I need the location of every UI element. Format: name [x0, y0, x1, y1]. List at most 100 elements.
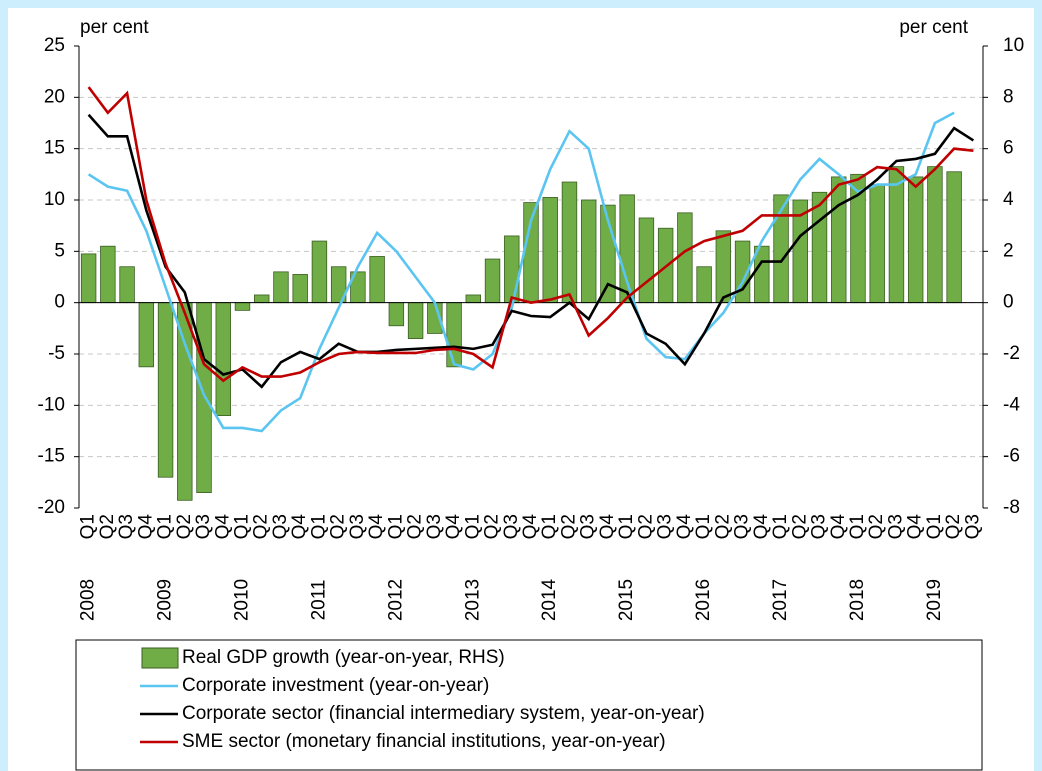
x-tick-label: Q3	[962, 514, 983, 539]
x-tick-label: Q1	[78, 514, 99, 539]
legend-label: Corporate sector (financial intermediary…	[182, 703, 705, 724]
year-label: 2010	[232, 579, 253, 621]
bar	[273, 271, 289, 304]
legend-swatch	[141, 647, 179, 669]
bar	[580, 199, 597, 304]
bar	[504, 235, 520, 304]
y-tick-label: -15	[38, 446, 65, 467]
x-tick-label: Q4	[597, 514, 618, 540]
y2-tick-label: 2	[1003, 240, 1014, 261]
bar	[542, 197, 558, 304]
y2-tick-label: -4	[1003, 394, 1020, 415]
bar	[369, 256, 385, 304]
y-tick-label: -10	[38, 394, 65, 415]
bar	[888, 166, 905, 304]
bar	[831, 176, 847, 304]
y-tick-label: 15	[44, 138, 65, 159]
year-label: 2018	[847, 579, 868, 621]
y2-tick-label: 6	[1003, 138, 1014, 159]
y2-tick-label: 4	[1003, 189, 1014, 210]
x-tick-label: Q3	[270, 514, 291, 539]
x-tick-label: Q1	[462, 514, 483, 539]
x-tick-label: Q3	[501, 514, 522, 539]
y2-tick-label: 10	[1003, 35, 1024, 56]
y-tick-label: 5	[54, 240, 65, 261]
bar	[638, 217, 655, 304]
x-tick-label: Q1	[770, 514, 791, 539]
x-tick-label: Q3	[424, 514, 445, 539]
x-tick-label: Q4	[443, 514, 464, 540]
bar	[907, 176, 924, 304]
year-label: 2014	[539, 578, 560, 621]
bar	[619, 194, 635, 304]
year-label: 2012	[385, 579, 406, 621]
year-label: 2017	[770, 579, 791, 621]
x-tick-label: Q3	[732, 514, 753, 539]
x-tick-label: Q1	[616, 514, 637, 539]
legend-label: Real GDP growth (year-on-year, RHS)	[182, 647, 505, 668]
x-tick-label: Q3	[885, 514, 906, 539]
y2-tick-label: -2	[1003, 343, 1020, 364]
x-tick-label: Q4	[674, 514, 695, 540]
x-tick-label: Q3	[116, 514, 137, 539]
x-tick-label: Q2	[405, 514, 426, 539]
y2-tick-label: 8	[1003, 86, 1014, 107]
x-tick-label: Q1	[385, 514, 406, 539]
bar	[946, 171, 962, 304]
bar	[677, 212, 693, 304]
x-tick-label: Q3	[655, 514, 676, 539]
x-tick-label: Q2	[558, 514, 579, 539]
x-tick-label: Q1	[308, 514, 329, 539]
line	[87, 86, 974, 383]
x-tick-label: Q3	[578, 514, 599, 539]
bar	[215, 302, 231, 416]
x-tick-label: Q4	[212, 514, 233, 540]
y-tick-label: 10	[44, 189, 65, 210]
bar	[465, 294, 482, 304]
x-tick-label: Q2	[251, 514, 272, 539]
bar	[446, 302, 462, 368]
line	[87, 111, 955, 433]
year-label: 2013	[462, 579, 483, 621]
x-tick-label: Q2	[174, 514, 195, 539]
x-tick-label: Q2	[482, 514, 503, 539]
x-tick-label: Q2	[328, 514, 349, 539]
x-tick-label: Q1	[693, 514, 714, 539]
x-tick-label: Q4	[905, 514, 926, 540]
bar	[311, 240, 328, 304]
bar	[696, 266, 712, 304]
year-label: 2008	[78, 579, 99, 621]
bar	[484, 258, 501, 304]
year-label: 2019	[924, 579, 945, 621]
year-label: 2015	[616, 579, 637, 621]
bar	[292, 274, 308, 304]
x-tick-label: Q2	[866, 514, 887, 539]
y2-tick-label: -8	[1003, 497, 1020, 518]
x-tick-label: Q2	[789, 514, 810, 539]
x-tick-label: Q4	[520, 514, 541, 540]
y-tick-label: 20	[44, 86, 65, 107]
legend-box	[75, 639, 983, 771]
x-tick-label: Q2	[943, 514, 964, 539]
bar	[100, 245, 116, 304]
bar	[715, 230, 732, 304]
x-tick-label: Q1	[232, 514, 253, 539]
bar	[254, 294, 270, 304]
x-tick-label: Q1	[155, 514, 176, 539]
x-tick-label: Q3	[347, 514, 368, 539]
x-tick-label: Q3	[193, 514, 214, 539]
y2-tick-label: -6	[1003, 446, 1020, 467]
y2-tick-label: 0	[1003, 292, 1014, 313]
bar	[388, 302, 405, 327]
x-tick-label: Q2	[712, 514, 733, 539]
year-label: 2011	[308, 580, 329, 621]
bar	[869, 184, 885, 304]
y-tick-label: -20	[38, 497, 65, 518]
x-tick-label: Q1	[847, 514, 868, 539]
legend-label: SME sector (monetary financial instituti…	[182, 731, 666, 752]
bar	[157, 302, 174, 478]
y2-axis-label: per cent	[899, 17, 968, 38]
legend-label: Corporate investment (year-on-year)	[182, 675, 489, 696]
x-tick-label: Q4	[751, 514, 772, 540]
